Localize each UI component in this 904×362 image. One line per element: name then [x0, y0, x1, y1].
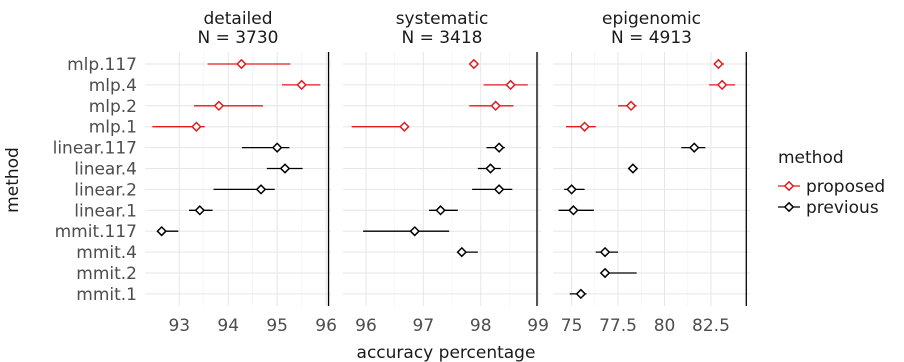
data-point-diamond: [194, 205, 206, 216]
data-point-diamond: [627, 163, 639, 174]
y-tick-label: linear.1: [74, 201, 137, 221]
data-point-diamond: [625, 100, 637, 112]
y-axis-title: method: [3, 147, 23, 213]
legend-label: previous: [806, 198, 879, 218]
data-point-diamond: [493, 142, 505, 153]
x-tick-label: 93: [168, 316, 190, 336]
data-point-diamond: [156, 225, 167, 237]
x-tick-label: 77.5: [599, 316, 637, 336]
x-tick-label: 98: [470, 316, 492, 336]
legend-label: proposed: [806, 177, 885, 197]
data-point-diamond: [236, 58, 247, 70]
x-tick-label: 95: [266, 316, 288, 336]
data-point-diamond: [279, 163, 291, 174]
data-point-diamond: [599, 246, 611, 258]
x-tick-label: 75: [561, 316, 583, 336]
y-tick-label: mmit.117: [55, 222, 137, 242]
data-point-diamond: [599, 267, 611, 279]
data-point-diamond: [688, 142, 700, 153]
data-point-diamond: [485, 163, 496, 174]
data-point-diamond: [579, 121, 590, 132]
data-point-diamond: [456, 246, 468, 258]
data-point-diamond: [213, 100, 225, 112]
data-point-diamond: [409, 225, 420, 237]
x-axis-title: accuracy percentage: [357, 343, 536, 362]
panel-title: detailed: [203, 9, 272, 29]
y-tick-label: linear.117: [53, 139, 137, 159]
data-point-diamond: [716, 79, 728, 91]
x-tick-label: 82.5: [692, 316, 730, 336]
panel-subtitle: N = 3418: [401, 28, 482, 48]
data-point-diamond: [568, 205, 579, 216]
x-tick-label: 99: [527, 316, 549, 336]
data-point-diamond: [490, 100, 501, 112]
data-point-diamond: [468, 58, 480, 70]
panel-title: systematic: [396, 9, 489, 29]
data-point-diamond: [435, 205, 446, 216]
x-tick-label: 80: [654, 316, 676, 336]
data-point-diamond: [575, 288, 587, 300]
x-tick-label: 96: [315, 316, 337, 336]
legend-key-diamond: [783, 180, 795, 192]
x-tick-label: 94: [217, 316, 239, 336]
y-tick-label: linear.4: [74, 160, 137, 180]
x-tick-label: 97: [413, 316, 435, 336]
panel-subtitle: N = 4913: [611, 28, 692, 48]
y-tick-label: mmit.2: [76, 264, 137, 284]
data-point-diamond: [566, 184, 577, 195]
legend-title: method: [778, 148, 844, 168]
panel-subtitle: N = 3730: [197, 28, 278, 48]
data-point-diamond: [493, 184, 505, 195]
y-tick-label: mlp.2: [89, 97, 137, 117]
data-point-diamond: [713, 58, 724, 70]
y-tick-label: mmit.1: [76, 285, 137, 305]
data-point-diamond: [271, 142, 283, 153]
panel-title: epigenomic: [602, 9, 701, 29]
y-tick-label: mlp.117: [67, 55, 137, 75]
x-tick-label: 96: [355, 316, 377, 336]
data-point-diamond: [399, 121, 410, 132]
y-tick-label: mmit.4: [76, 243, 137, 263]
data-point-diamond: [191, 121, 202, 132]
legend-key-diamond: [783, 201, 795, 213]
data-point-diamond: [296, 79, 307, 91]
y-tick-label: linear.2: [74, 180, 137, 200]
data-point-diamond: [505, 79, 516, 91]
data-point-diamond: [255, 184, 267, 195]
y-tick-label: mlp.4: [89, 76, 137, 96]
y-tick-label: mlp.1: [89, 118, 137, 138]
